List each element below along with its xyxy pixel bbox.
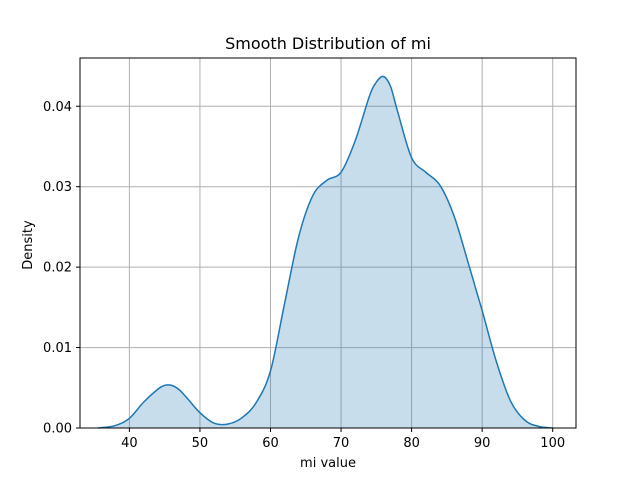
x-tick-label: 80	[403, 436, 420, 451]
x-axis-ticks: 40 50 60 70 80 90 100	[121, 428, 565, 451]
y-axis-label: Density	[21, 220, 36, 270]
y-tick-label: 0.03	[43, 180, 72, 195]
x-tick-label: 100	[540, 436, 565, 451]
y-tick-label: 0.00	[43, 422, 72, 437]
density-line	[98, 75, 553, 429]
x-tick-label: 70	[333, 436, 350, 451]
grid	[80, 58, 576, 429]
x-axis-label: mi value	[300, 456, 356, 471]
x-tick-label: 60	[262, 436, 279, 451]
y-axis-ticks: 0.00 0.01 0.02 0.03 0.04	[43, 100, 80, 437]
y-tick-label: 0.02	[43, 261, 72, 276]
plot-frame	[79, 57, 577, 429]
x-tick-label: 40	[121, 436, 138, 451]
x-tick-label: 90	[474, 436, 491, 451]
x-tick-label: 50	[192, 436, 209, 451]
chart-title: Smooth Distribution of mi	[225, 34, 431, 53]
y-tick-label: 0.04	[43, 100, 72, 115]
y-tick-label: 0.01	[43, 341, 72, 356]
density-area	[98, 76, 553, 429]
